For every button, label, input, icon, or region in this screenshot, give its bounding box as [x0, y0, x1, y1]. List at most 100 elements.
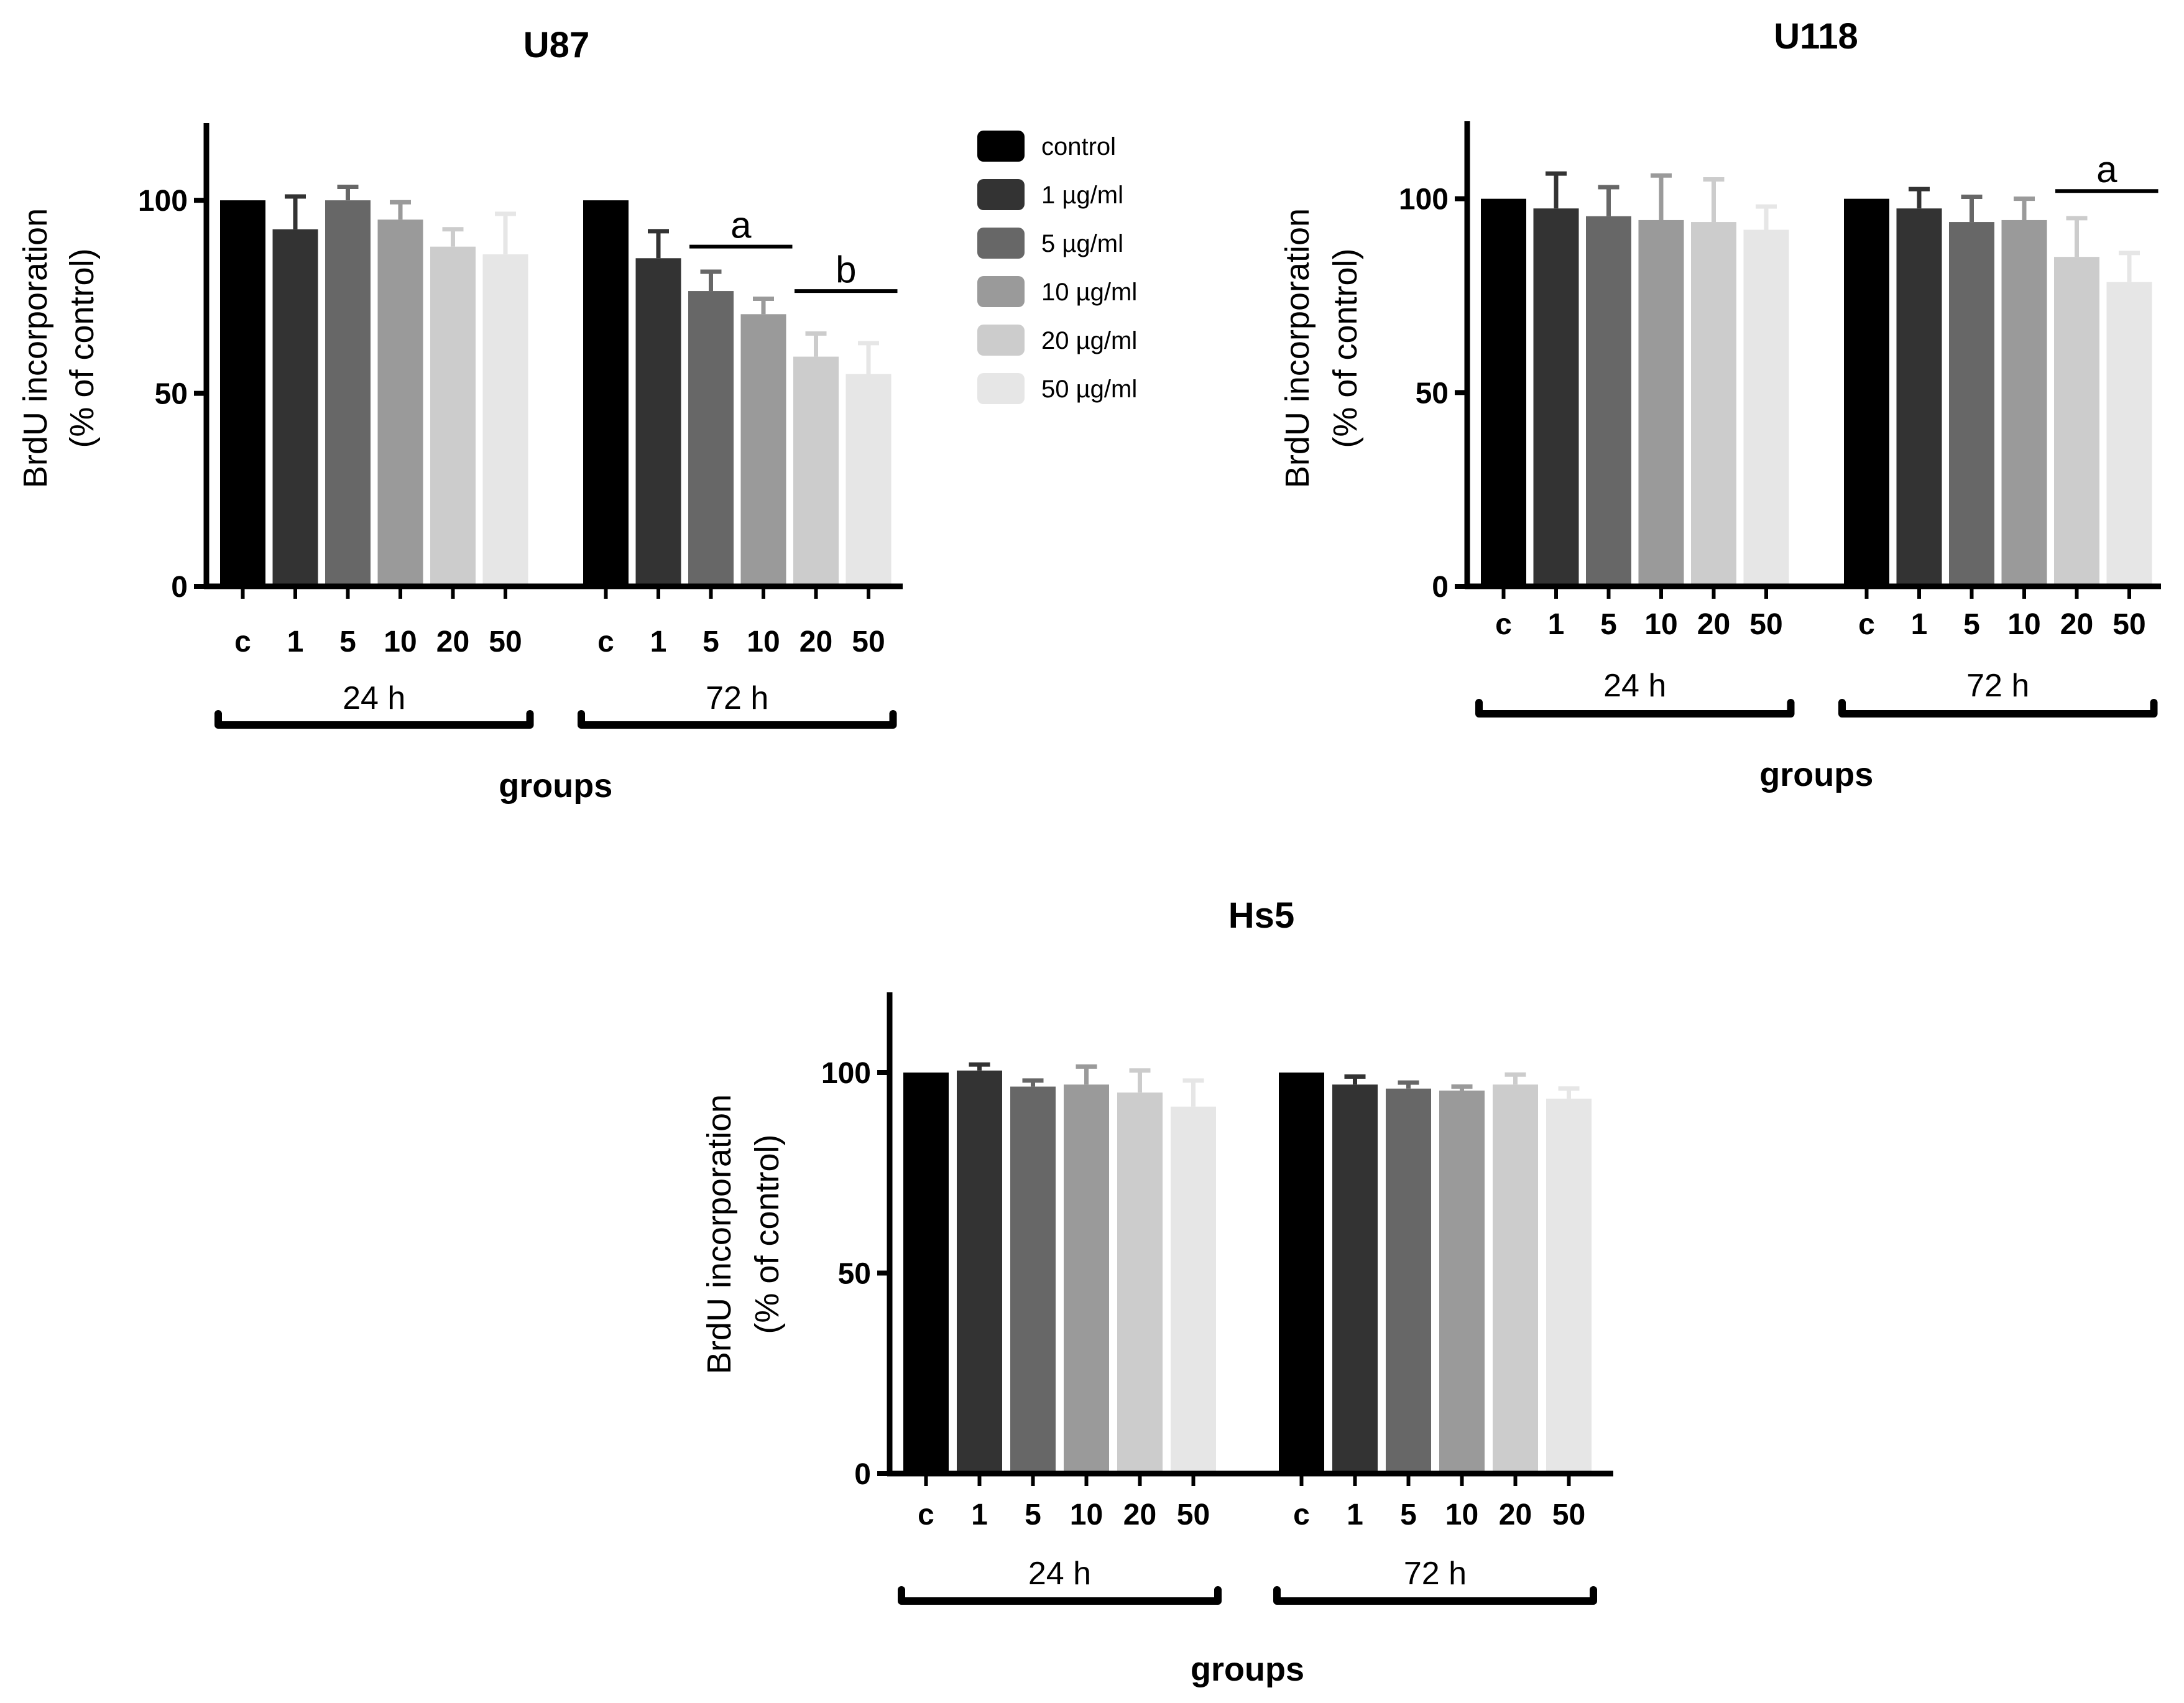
- bar: [220, 200, 265, 587]
- bar: [903, 1073, 949, 1474]
- bar: [1844, 198, 1889, 587]
- legend-swatch: [977, 228, 1025, 259]
- group-bracket: [898, 1586, 1222, 1605]
- group-label: 24 h: [343, 680, 405, 716]
- x-tick-label: 5: [339, 625, 356, 658]
- y-axis-label: BrdU incorporation: [701, 1094, 738, 1374]
- x-tick-label: 10: [747, 625, 780, 658]
- y-tick-label: 100: [138, 185, 188, 218]
- bar: [1949, 222, 1994, 587]
- bar: [1481, 198, 1526, 587]
- x-axis-label: groups: [1759, 756, 1873, 793]
- x-tick-label: c: [918, 1498, 934, 1531]
- x-tick-label: 5: [1400, 1498, 1417, 1531]
- chart-title: U118: [1774, 16, 1858, 57]
- legend-label: 5 µg/ml: [1041, 230, 1123, 257]
- bar: [1171, 1106, 1216, 1474]
- group-label: 24 h: [1028, 1556, 1091, 1592]
- bar: [1533, 208, 1579, 586]
- y-axis-label: BrdU incorporation: [17, 208, 54, 488]
- x-tick-label: 5: [1025, 1498, 1041, 1531]
- y-tick-label: 0: [1432, 571, 1449, 604]
- bar: [1332, 1084, 1378, 1474]
- bar: [482, 254, 528, 586]
- bar: [1493, 1084, 1538, 1474]
- x-tick-label: c: [1293, 1498, 1310, 1531]
- legend-swatch: [977, 179, 1025, 210]
- bar: [1896, 208, 1942, 586]
- x-tick-label: c: [597, 625, 614, 658]
- bar: [2001, 219, 2047, 586]
- group-bracket: [1273, 1586, 1597, 1605]
- x-tick-label: 10: [1644, 608, 1677, 641]
- x-tick-label: 1: [1347, 1498, 1363, 1531]
- y-tick-label: 50: [838, 1258, 871, 1291]
- x-tick-label: 5: [703, 625, 719, 658]
- bar: [1064, 1084, 1109, 1474]
- significance-label: a: [730, 205, 752, 246]
- legend-swatch: [977, 276, 1025, 307]
- y-axis-label: (% of control): [63, 248, 101, 448]
- x-tick-label: 10: [1070, 1498, 1103, 1531]
- x-axis-label: groups: [1191, 1651, 1304, 1688]
- x-tick-label: 20: [2060, 608, 2093, 641]
- bar: [1279, 1073, 1324, 1474]
- bar: [1691, 222, 1736, 587]
- x-tick-label: 1: [1911, 608, 1928, 641]
- group-bracket: [578, 710, 897, 729]
- legend-label: control: [1041, 133, 1116, 160]
- y-tick-label: 50: [1416, 377, 1449, 410]
- y-tick-label: 50: [155, 378, 188, 411]
- x-tick-label: 10: [2007, 608, 2040, 641]
- x-tick-label: 20: [1697, 608, 1730, 641]
- bar: [793, 356, 839, 586]
- x-tick-label: 50: [852, 625, 885, 658]
- x-tick-label: 20: [1499, 1498, 1532, 1531]
- bar: [377, 219, 423, 586]
- chart-title: U87: [523, 25, 589, 65]
- bar: [1638, 219, 1684, 586]
- bar: [740, 314, 786, 586]
- bar: [1546, 1098, 1592, 1474]
- bar: [325, 200, 371, 587]
- chart-title: Hs5: [1228, 895, 1294, 936]
- x-tick-label: c: [1495, 608, 1512, 641]
- bar: [1439, 1091, 1485, 1474]
- legend-swatch: [977, 131, 1025, 162]
- group-bracket: [1475, 699, 1795, 718]
- bar: [583, 200, 629, 587]
- x-tick-label: 1: [1548, 608, 1565, 641]
- bar: [1386, 1088, 1431, 1474]
- y-tick-label: 0: [854, 1458, 871, 1491]
- group-label: 72 h: [1404, 1556, 1467, 1592]
- group-bracket: [1838, 699, 2158, 718]
- legend-label: 1 µg/ml: [1041, 182, 1123, 209]
- group-label: 24 h: [1603, 668, 1666, 704]
- y-tick-label: 0: [171, 571, 188, 604]
- bar: [1743, 229, 1789, 586]
- x-tick-label: 50: [1177, 1498, 1210, 1531]
- x-tick-label: 5: [1963, 608, 1980, 641]
- x-tick-label: 20: [799, 625, 832, 658]
- bar: [1117, 1092, 1163, 1474]
- group-label: 72 h: [706, 680, 768, 716]
- x-tick-label: 20: [436, 625, 469, 658]
- y-axis-label: (% of control): [1327, 248, 1364, 448]
- x-tick-label: 1: [287, 625, 304, 658]
- x-tick-label: 50: [489, 625, 522, 658]
- y-axis-label: (% of control): [749, 1134, 786, 1334]
- x-tick-label: 10: [1445, 1498, 1478, 1531]
- legend-swatch: [977, 325, 1025, 356]
- bar: [2106, 282, 2152, 586]
- x-tick-label: 50: [2113, 608, 2145, 641]
- bar: [635, 258, 681, 587]
- bar: [2054, 257, 2099, 587]
- group-bracket: [214, 710, 534, 729]
- x-tick-label: c: [234, 625, 251, 658]
- x-tick-label: 1: [650, 625, 667, 658]
- x-tick-label: 1: [971, 1498, 988, 1531]
- bar: [272, 229, 318, 587]
- legend-label: 10 µg/ml: [1041, 279, 1137, 306]
- bar: [688, 291, 734, 586]
